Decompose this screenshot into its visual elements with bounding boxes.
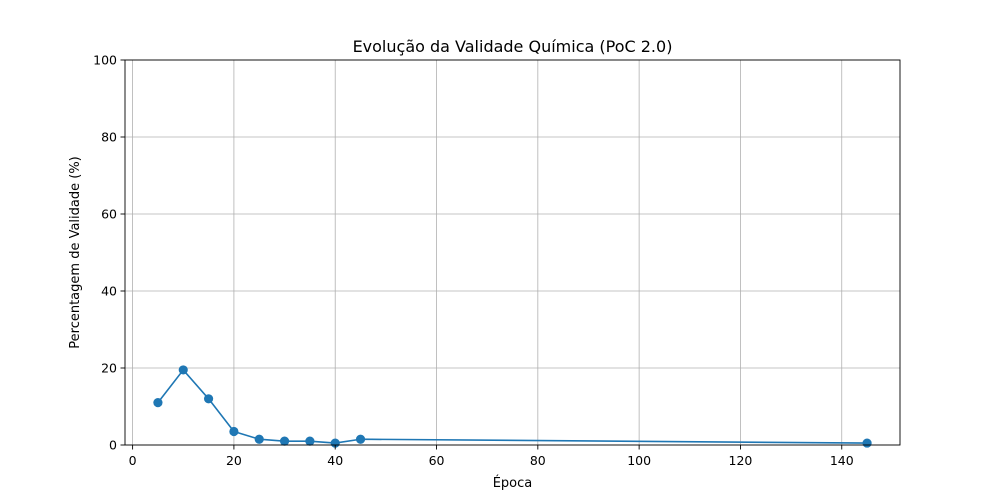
y-axis-label: Percentagem de Validade (%) <box>68 156 83 348</box>
y-tick-label: 80 <box>101 130 117 145</box>
data-point <box>254 434 264 444</box>
chart-title: Evolução da Validade Química (PoC 2.0) <box>353 37 673 56</box>
y-tick-label: 20 <box>101 361 117 376</box>
series-line <box>157 369 868 444</box>
axes-spines <box>124 59 901 446</box>
series-layer <box>153 365 872 448</box>
x-tick-label: 20 <box>226 453 242 468</box>
x-tick-label: 140 <box>830 453 854 468</box>
axes-frame <box>124 59 901 446</box>
x-axis-label: Época <box>493 475 533 491</box>
data-point <box>862 438 872 448</box>
x-tick-label: 100 <box>627 453 651 468</box>
y-tick-label: 40 <box>101 284 117 299</box>
x-tick-label: 0 <box>129 453 137 468</box>
data-point <box>229 426 239 437</box>
data-point <box>178 365 188 375</box>
y-tick-label: 0 <box>109 438 117 453</box>
plot-area <box>125 60 900 445</box>
data-point <box>203 394 214 404</box>
data-point <box>279 436 290 446</box>
y-tick-label: 100 <box>93 53 117 68</box>
x-tick-label: 40 <box>327 453 343 468</box>
ticks: 0 20 40 60 80 100 120 140 0 20 40 60 80 100 <box>93 53 854 469</box>
x-tick-label: 60 <box>429 453 445 468</box>
y-tick-label: 60 <box>101 207 117 222</box>
data-point <box>305 436 315 446</box>
x-tick-label: 120 <box>729 453 753 468</box>
data-point <box>153 398 163 408</box>
data-point <box>355 434 366 444</box>
x-tick-label: 80 <box>530 453 546 468</box>
